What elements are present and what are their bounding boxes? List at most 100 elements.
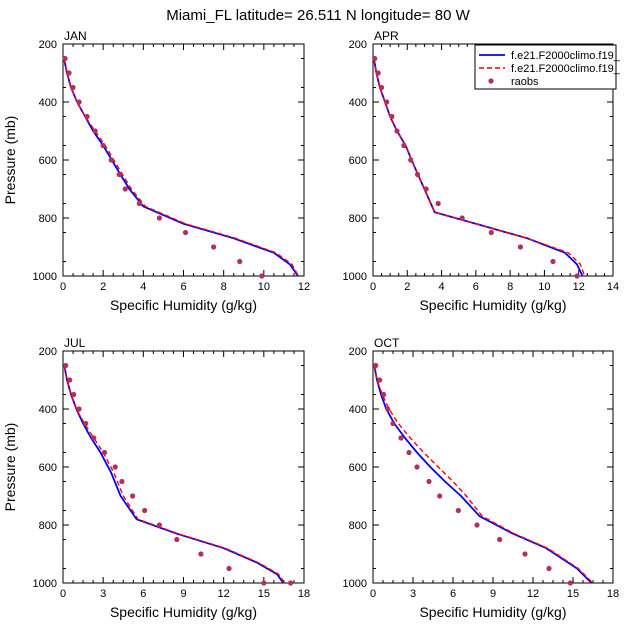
raobs-point: [550, 258, 556, 265]
y-tick-label: 1000: [33, 578, 57, 590]
raobs-point: [377, 377, 383, 383]
raobs-point: [394, 128, 400, 134]
x-tick-label: 0: [370, 588, 376, 600]
raobs-point: [122, 186, 128, 192]
raobs-point: [381, 391, 387, 398]
x-tick-label: 0: [60, 588, 66, 600]
x-tick-label: 18: [298, 588, 310, 600]
legend-entry: f.e21.F2000climo.f19_: [479, 50, 621, 62]
y-tick-label: 600: [39, 155, 57, 167]
y-tick-label: 200: [39, 39, 57, 51]
raobs-point: [459, 215, 465, 221]
raobs-point: [119, 478, 125, 485]
raobs-point: [100, 142, 106, 149]
legend-label: f.e21.F2000climo.f19_: [511, 50, 621, 62]
x-tick-label: 15: [258, 588, 270, 600]
raobs-point: [66, 70, 72, 76]
x-tick-label: 8: [221, 281, 227, 293]
panel-label: JUL: [64, 336, 86, 350]
raobs-point: [390, 420, 396, 427]
x-tick-label: 10: [538, 281, 550, 293]
raobs-point: [426, 478, 432, 485]
x-tick-label: 9: [180, 588, 186, 600]
raobs-point: [226, 565, 232, 572]
y-tick-label: 1000: [343, 271, 367, 283]
raobs-point: [76, 406, 82, 412]
legend: f.e21.F2000climo.f19_f.e21.F2000climo.f1…: [474, 44, 621, 90]
raobs-point: [389, 113, 395, 120]
raobs-point: [398, 435, 404, 441]
x-tick-label: 18: [607, 588, 619, 600]
raobs-point: [84, 113, 90, 120]
x-tick-label: 9: [490, 588, 496, 600]
x-tick-label: 6: [473, 281, 479, 293]
y-tick-label: 400: [39, 97, 57, 109]
y-tick-label: 600: [349, 155, 367, 167]
x-axis-label: Specific Humidity (g/kg): [419, 604, 566, 620]
raobs-point: [259, 273, 265, 279]
x-tick-label: 4: [140, 281, 146, 293]
y-tick-label: 200: [349, 39, 367, 51]
raobs-point: [108, 157, 114, 163]
x-axis-label: Specific Humidity (g/kg): [419, 297, 566, 313]
raobs-point: [435, 200, 441, 207]
x-tick-label: 0: [60, 281, 66, 293]
y-tick-label: 200: [39, 346, 57, 358]
legend-entry: raobs: [488, 76, 539, 88]
x-tick-label: 12: [218, 588, 230, 600]
raobs-point: [373, 362, 379, 369]
plot-frame: [62, 350, 305, 584]
panel-jan: 0 2 4 6 8 10 12 200 400 600 800 1000 JAN Specific Hum…: [2, 29, 310, 313]
series-line-dashed: [373, 365, 594, 583]
plot-frame: [62, 43, 305, 277]
series-line-solid: [63, 365, 285, 583]
raobs-point: [401, 142, 407, 149]
y-tick-label: 1000: [343, 578, 367, 590]
y-tick-label: 400: [349, 404, 367, 416]
y-tick-label: 800: [39, 213, 57, 225]
panel-oct: 0 3 6 9 12 15 18 200 400 600 800 1000 OCT Specific Hu…: [343, 336, 620, 620]
raobs-point: [63, 362, 69, 369]
raobs-point: [91, 435, 97, 441]
series-line-dashed: [373, 58, 586, 276]
raobs-point: [101, 449, 108, 456]
x-tick-label: 3: [100, 588, 106, 600]
x-tick-label: 0: [370, 281, 376, 293]
x-axis-label: Specific Humidity (g/kg): [110, 604, 257, 620]
figure-title: Miami_FL latitude= 26.511 N longitude= 8…: [166, 7, 470, 24]
raobs-point: [384, 99, 390, 105]
panel-jul: 0 3 6 9 12 15 18 200 400 600 800 1000 JUL Specific Hu…: [2, 336, 310, 620]
y-tick-label: 600: [349, 462, 367, 474]
raobs-point: [375, 70, 381, 76]
raobs-point: [112, 464, 118, 470]
raobs-point: [414, 464, 420, 470]
x-tick-label: 14: [607, 281, 619, 293]
y-tick-label: 800: [349, 213, 367, 225]
legend-label: f.e21.F2000climo.f19_: [511, 63, 621, 75]
raobs-point: [488, 229, 494, 236]
y-tick-label: 400: [39, 404, 57, 416]
raobs-point: [62, 55, 68, 62]
raobs-point: [474, 522, 480, 528]
panel-label: JAN: [64, 29, 87, 43]
raobs-point: [372, 55, 378, 62]
raobs-point: [142, 507, 148, 514]
x-tick-label: 6: [450, 588, 456, 600]
raobs-point: [182, 229, 189, 236]
series-line-solid: [63, 58, 300, 276]
x-tick-label: 12: [573, 281, 585, 293]
raobs-point: [156, 215, 162, 221]
legend-entry: f.e21.F2000climo.f19_: [479, 63, 621, 75]
x-axis-label: Specific Humidity (g/kg): [110, 297, 257, 313]
raobs-point: [517, 244, 524, 250]
y-tick-label: 800: [39, 520, 57, 532]
y-axis-label: Pressure (mb): [2, 116, 18, 205]
x-tick-label: 3: [410, 588, 416, 600]
raobs-point: [378, 84, 385, 91]
raobs-point: [546, 565, 552, 572]
raobs-point: [67, 377, 73, 383]
raobs-point: [156, 522, 162, 528]
x-tick-label: 6: [140, 588, 146, 600]
